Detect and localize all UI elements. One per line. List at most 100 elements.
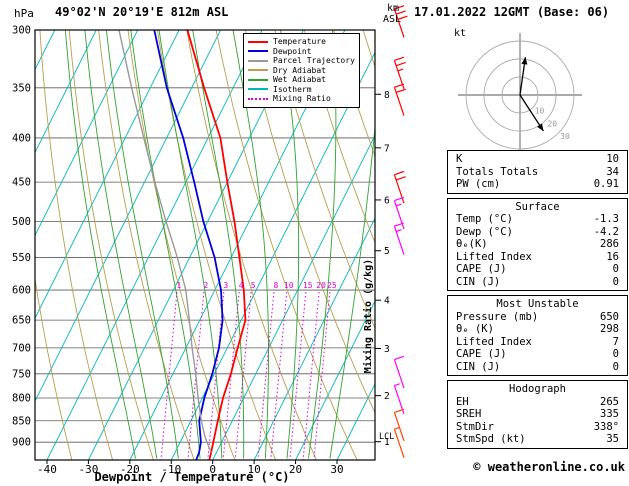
legend-label: Mixing Ratio: [273, 94, 331, 104]
wind-barb: [393, 426, 405, 458]
wind-barb: [393, 222, 405, 255]
temp-tick-label: -30: [78, 463, 98, 476]
datetime-title: 17.01.2022 12GMT (Base: 06): [414, 5, 610, 19]
wet-adiabat-line: [308, 30, 337, 459]
panel-row: CAPE (J) 0: [448, 263, 627, 276]
chart-frame: [34, 29, 376, 461]
mixing-ratio-line: [313, 291, 331, 460]
legend-swatch: [248, 97, 268, 100]
panel-row: StmDir 338°: [448, 421, 627, 434]
panel-row: StmSpd (kt) 35: [448, 433, 627, 446]
panel-row: Totals Totals 34: [448, 166, 627, 179]
dry-adiabat-line: [39, 30, 114, 460]
mixing-ratio-line: [289, 291, 307, 460]
row-label: CAPE (J): [456, 263, 507, 275]
isotherm-line: [295, 300, 375, 460]
legend-swatch: [248, 78, 268, 81]
barb-half-feather: [395, 203, 402, 207]
indices-panel: K 10 Totals Totals 34 PW (cm) 0.91 Surface Temp…: [447, 150, 628, 453]
row-label: Dewp (°C): [456, 225, 513, 238]
mixing-ratio-line: [257, 291, 275, 460]
barb-half-feather: [397, 68, 404, 72]
row-value: 265: [600, 395, 619, 408]
row-value: -4.2: [593, 225, 619, 238]
panel-most-unstable: Most Unstable Pressure (mb) 650 θₑ (K) 298 Li…: [447, 295, 628, 376]
wind-barb: [393, 83, 406, 116]
mixing-ratio-line: [302, 291, 320, 460]
row-label: PW (cm): [456, 178, 501, 190]
legend-swatch: [248, 40, 268, 43]
panel-row: K 10: [448, 153, 627, 166]
barb-half-feather: [394, 383, 400, 387]
temperature-curve: [186, 30, 247, 460]
barb-feather: [394, 170, 405, 176]
legend-label: Dry Adiabat: [273, 65, 326, 75]
legend-swatch: [248, 50, 268, 53]
dry-adiabat-line: [333, 30, 375, 158]
barb-staff: [393, 200, 405, 230]
row-value: 35: [606, 433, 619, 445]
barb-feather: [395, 176, 406, 181]
legend-item: Isotherm: [248, 85, 355, 95]
panel-row: CIN (J) 0: [448, 361, 627, 374]
wind-barb: [393, 5, 408, 38]
barb-staff: [393, 359, 405, 389]
isotherm-line: [35, 30, 180, 320]
row-label: StmDir: [456, 420, 494, 433]
barb-feather: [395, 88, 406, 94]
pressure-label: 600: [12, 285, 31, 297]
dry-adiabat-line: [274, 30, 375, 330]
mixing-ratio-label: 1: [177, 281, 182, 290]
panel-stability-indices: K 10 Totals Totals 34 PW (cm) 0.91: [447, 150, 628, 194]
row-label: K: [456, 153, 463, 165]
mixing-ratio-label: 20: [316, 281, 326, 290]
pressure-label: 550: [12, 252, 31, 264]
km-axis-unit: km: [387, 3, 400, 14]
row-value: 298: [600, 323, 619, 335]
barb-half-feather: [394, 426, 400, 430]
row-label: Totals Totals: [456, 165, 539, 178]
panel-row: Temp (°C) -1.3: [448, 213, 627, 226]
row-value: 0: [612, 275, 619, 288]
row-label: θₑ(K): [456, 238, 488, 250]
row-label: θₑ (K): [456, 323, 494, 335]
barb-feather: [394, 83, 405, 88]
barb-feather: [394, 355, 405, 361]
wet-adiabat-line: [329, 122, 375, 459]
panel-row: Dewp (°C) -4.2: [448, 226, 627, 239]
wet-adiabat-line: [130, 30, 201, 459]
wind-barbs: [393, 5, 408, 458]
wet-adiabat-line: [84, 30, 158, 459]
km-tick-label: 5: [384, 246, 390, 257]
km-tick-label: 6: [384, 195, 390, 206]
panel-row: PW (cm) 0.91: [448, 178, 627, 191]
row-value: 0.91: [593, 178, 619, 190]
temp-tick-label: -10: [161, 463, 181, 476]
legend-label: Parcel Trajectory: [273, 56, 355, 66]
wind-barb: [393, 355, 405, 389]
row-label: CAPE (J): [456, 348, 507, 360]
barb-feather: [394, 196, 405, 202]
row-value: 338°: [593, 420, 619, 433]
isotherm-line: [35, 30, 97, 154]
temp-tick-label: 20: [289, 463, 302, 476]
temp-tick-label: 30: [330, 463, 343, 476]
hodograph-ring: [483, 58, 557, 132]
barb-staff: [393, 8, 405, 38]
panel-surface: Surface Temp (°C) -1.3 Dewp (°C) -4.2 θₑ(K) 28…: [447, 197, 628, 291]
dewpoint-curve: [153, 30, 224, 460]
pressure-label: 800: [12, 393, 31, 405]
legend-item: Mixing Ratio: [248, 94, 355, 104]
mixing-ratio-line: [207, 291, 225, 460]
mixing-ratio-line: [270, 291, 288, 460]
isotherm-line: [35, 30, 139, 237]
legend-item: Wet Adiabat: [248, 75, 355, 85]
legend-item: Dewpoint: [248, 47, 355, 57]
asl-axis-unit: ASL: [383, 14, 402, 25]
x-axis-label: Dewpoint / Temperature (°C): [94, 470, 289, 484]
hodograph-ring: [465, 40, 575, 150]
panel-row: SREH 335: [448, 408, 627, 421]
hodograph-vector-head: [537, 123, 544, 131]
km-tick-label: 2: [384, 391, 390, 402]
